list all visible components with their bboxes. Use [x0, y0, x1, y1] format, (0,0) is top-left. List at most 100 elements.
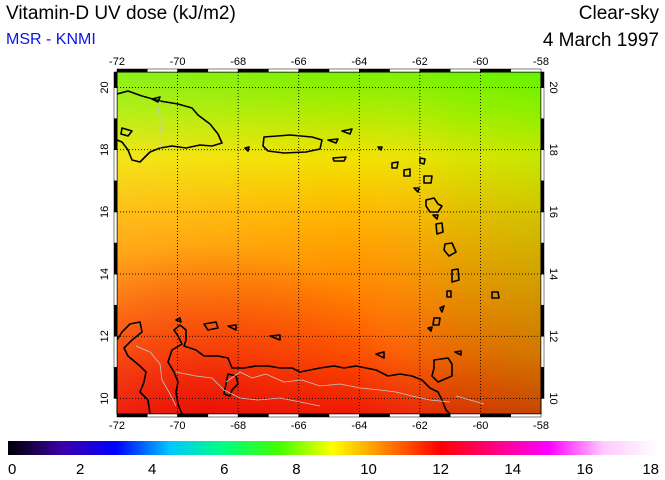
frame-band-left: [113, 242, 118, 275]
country-borders: [135, 100, 485, 407]
frame-band-bottom: [116, 413, 148, 418]
lat-tick-label-left: 18: [99, 144, 111, 156]
frame-band-left: [113, 273, 118, 306]
frame-band-top: [419, 68, 451, 73]
colorbar-tick-label: 18: [642, 461, 659, 478]
frame-band-bottom: [298, 413, 330, 418]
colorbar: 0 2 4 6 8 10 12 14 16 18: [8, 441, 659, 478]
las-aves-coastline: [269, 334, 281, 341]
frame-band-right: [540, 149, 545, 182]
map-date: 4 March 1997: [542, 30, 659, 51]
barbuda-coastline: [419, 157, 426, 165]
colorbar-tick-label: 10: [360, 461, 377, 478]
frame-band-left: [113, 71, 118, 88]
colorbar-labels: 0 2 4 6 8 10 12 14 16 18: [8, 461, 659, 478]
colorbar-tick-label: 2: [76, 461, 84, 478]
lon-tick-label-bottom: -68: [230, 420, 246, 432]
st-vincent-coastline: [446, 290, 452, 298]
frame-band-right: [540, 367, 545, 399]
frame-band-bottom: [268, 413, 299, 418]
colorbar-tick-label: 16: [577, 461, 594, 478]
frame-band-bottom: [207, 413, 239, 418]
frame-bands: [113, 68, 545, 418]
frame-band-left: [113, 336, 118, 368]
frame-band-bottom: [177, 413, 209, 418]
lake-maracaibo-coastline: [223, 373, 239, 397]
curacao-coastline: [203, 321, 219, 331]
nevis-coastline: [403, 168, 411, 177]
tobago-coastline: [454, 350, 462, 356]
colorbar-gradient: [8, 441, 657, 455]
frame-band-left: [113, 87, 118, 119]
frame-band-top: [510, 68, 542, 73]
martinique-coastline: [443, 242, 457, 257]
frame-band-right: [540, 304, 545, 337]
aruba-coastline: [175, 317, 182, 323]
frame-band-bottom: [389, 413, 421, 418]
lat-tick-label-left: 10: [99, 392, 111, 404]
grenadines-south-coastline: [427, 326, 433, 332]
frame-band-right: [540, 118, 545, 150]
dose-field: [117, 72, 541, 414]
frame-band-top: [480, 68, 511, 73]
st-croix-coastline: [332, 156, 347, 162]
map-title: Vitamin-D UV dose (kJ/m2): [6, 3, 236, 24]
frame-band-top: [298, 68, 330, 73]
antigua-coastline: [423, 175, 433, 184]
frame-band-top: [359, 68, 390, 73]
lat-tick-label-right: 14: [547, 268, 559, 280]
frame-band-bottom: [147, 413, 178, 418]
lat-tick-label-right: 16: [547, 206, 559, 218]
trinidad-coastline: [431, 357, 453, 383]
margarita-coastline: [375, 351, 385, 359]
lat-tick-label-right: 20: [547, 81, 559, 93]
lon-tick-label-top: -60: [472, 56, 488, 68]
frame-band-top: [237, 68, 269, 73]
lon-tick-label-bottom: -62: [412, 420, 428, 432]
guadeloupe-coastline: [425, 197, 443, 213]
axis-labels: -72 -72 -70 -70 -68 -68 -66 -66 -64 -64 -62 -62 -60 -…: [99, 56, 559, 432]
bonaire-coastline: [227, 324, 237, 331]
grenadines-coastline: [439, 305, 445, 313]
frame-band-bottom: [510, 413, 542, 418]
frame-band-top: [116, 68, 148, 73]
frame-band-left: [113, 149, 118, 182]
frame-band-left: [113, 211, 118, 244]
south-america-coastline: [117, 321, 451, 414]
lon-tick-label-top: -62: [412, 56, 428, 68]
hispaniola-coastline: [117, 90, 223, 163]
lon-tick-label-bottom: -64: [351, 420, 367, 432]
mona-island-coastline: [244, 146, 250, 152]
colorbar-tick-label: 6: [220, 461, 228, 478]
frame-band-right: [540, 211, 545, 244]
puerto-rico-coastline: [262, 134, 323, 154]
frame-band-top: [207, 68, 239, 73]
st-kitts-coastline: [391, 161, 399, 169]
lon-tick-label-bottom: -66: [291, 420, 307, 432]
lat-tick-label-left: 16: [99, 206, 111, 218]
lon-tick-label-top: -70: [170, 56, 186, 68]
colorbar-tick-label: 4: [148, 461, 156, 478]
frame-band-right: [540, 273, 545, 306]
lon-tick-label-bottom: -72: [109, 420, 125, 432]
colorbar-tick-label: 12: [432, 461, 449, 478]
barbados-coastline: [491, 291, 500, 299]
tortuga-island-coastline: [151, 96, 161, 103]
lat-tick-label-left: 14: [99, 268, 111, 280]
frame-band-top: [389, 68, 421, 73]
frame-band-top: [328, 68, 360, 73]
lat-tick-label-right: 18: [547, 144, 559, 156]
lon-tick-label-top: -72: [109, 56, 125, 68]
frame-band-top: [177, 68, 209, 73]
dominica-coastline: [435, 222, 444, 235]
frame-band-top: [449, 68, 481, 73]
frame-band-top: [268, 68, 299, 73]
data-source: MSR - KNMI: [6, 31, 96, 48]
frame-band-right: [540, 242, 545, 275]
frame-band-right: [540, 87, 545, 119]
lat-tick-label-right: 10: [547, 392, 559, 404]
frame-band-right: [540, 71, 545, 88]
colorbar-tick-label: 0: [8, 461, 16, 478]
lat-tick-label-right: 12: [547, 330, 559, 342]
